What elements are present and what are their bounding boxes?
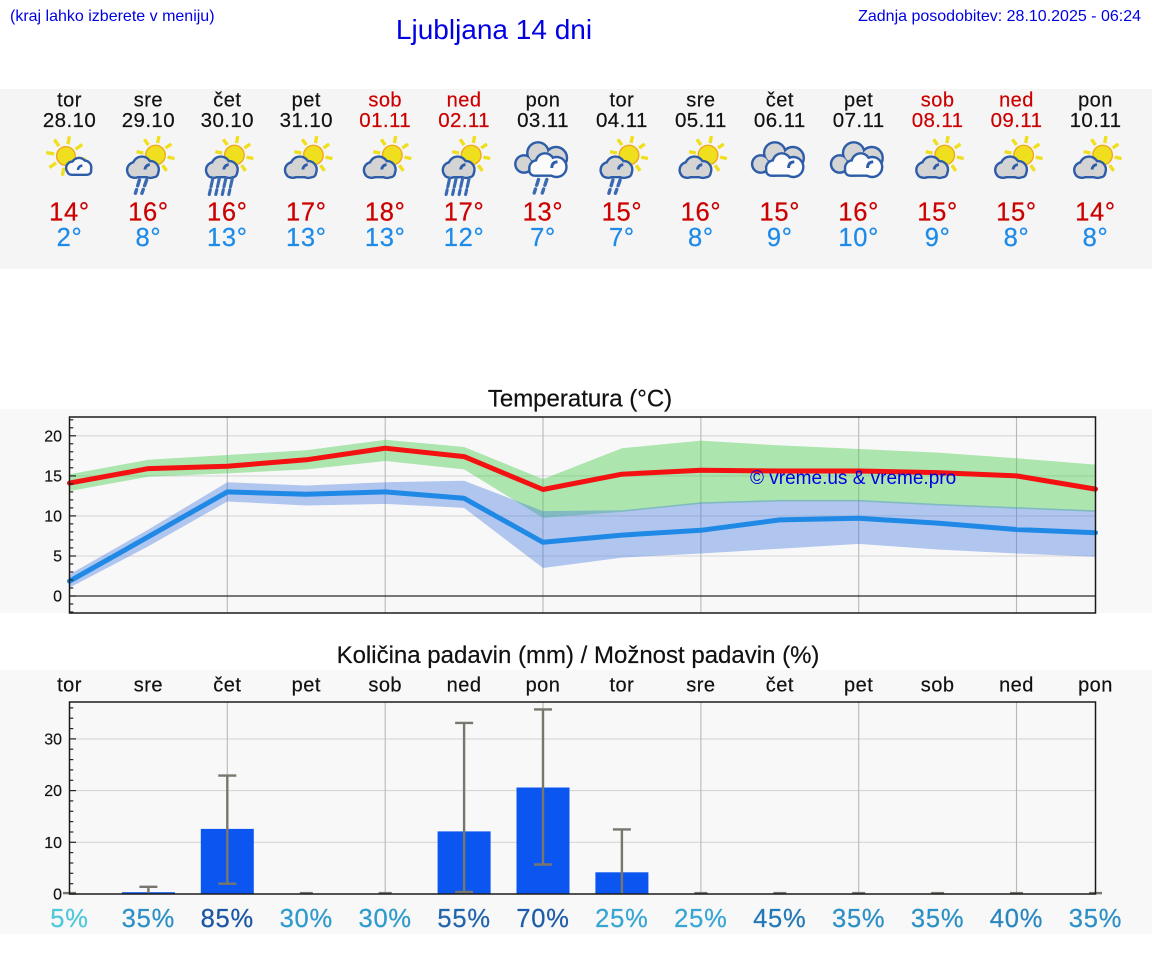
svg-text:16°: 16° — [681, 199, 722, 227]
svg-text:30.10: 30.10 — [201, 109, 254, 132]
svg-text:8°: 8° — [1004, 224, 1030, 252]
svg-text:sob: sob — [368, 675, 402, 697]
svg-text:04.11: 04.11 — [596, 109, 648, 132]
svg-text:12°: 12° — [444, 224, 485, 252]
svg-text:17°: 17° — [286, 199, 327, 227]
svg-text:čet: čet — [213, 675, 241, 697]
svg-text:10: 10 — [44, 508, 62, 525]
svg-text:35%: 35% — [911, 905, 964, 933]
svg-text:55%: 55% — [437, 905, 490, 933]
svg-text:07.11: 07.11 — [833, 109, 885, 132]
svg-text:16°: 16° — [207, 199, 248, 227]
svg-text:03.11: 03.11 — [517, 109, 569, 132]
svg-text:20: 20 — [44, 428, 62, 445]
svg-text:8°: 8° — [1083, 224, 1109, 252]
svg-text:13°: 13° — [286, 224, 327, 252]
svg-text:25%: 25% — [595, 905, 648, 933]
svg-text:sre: sre — [686, 90, 715, 112]
svg-text:17°: 17° — [444, 199, 485, 227]
svg-text:pon: pon — [526, 90, 561, 112]
svg-text:14°: 14° — [1075, 199, 1116, 227]
svg-text:5%: 5% — [50, 905, 88, 933]
svg-text:čet: čet — [766, 675, 794, 697]
svg-text:40%: 40% — [990, 905, 1043, 933]
svg-text:29.10: 29.10 — [122, 109, 175, 132]
svg-text:31.10: 31.10 — [280, 109, 333, 132]
svg-text:Količina padavin (mm) / Možnos: Količina padavin (mm) / Možnost padavin … — [337, 642, 820, 669]
svg-text:13°: 13° — [365, 224, 406, 252]
svg-text:09.11: 09.11 — [991, 109, 1043, 132]
svg-text:15°: 15° — [759, 199, 800, 227]
svg-text:© vreme.us & vreme.pro: © vreme.us & vreme.pro — [750, 468, 956, 489]
svg-text:0: 0 — [53, 887, 62, 904]
svg-text:16°: 16° — [128, 199, 169, 227]
svg-text:pet: pet — [844, 90, 873, 112]
svg-text:35%: 35% — [1069, 905, 1122, 933]
svg-text:35%: 35% — [832, 905, 885, 933]
svg-text:8°: 8° — [136, 224, 162, 252]
svg-text:sre: sre — [134, 675, 163, 697]
svg-text:2°: 2° — [57, 224, 83, 252]
svg-text:10.11: 10.11 — [1070, 109, 1122, 132]
svg-text:pon: pon — [526, 675, 561, 697]
svg-text:9°: 9° — [767, 224, 793, 252]
svg-text:sob: sob — [921, 90, 955, 112]
svg-text:sob: sob — [921, 675, 955, 697]
svg-text:ned: ned — [999, 675, 1034, 697]
svg-text:08.11: 08.11 — [912, 109, 964, 132]
svg-text:(kraj lahko izberete v meniju): (kraj lahko izberete v meniju) — [10, 8, 215, 25]
svg-text:15°: 15° — [602, 199, 643, 227]
svg-text:45%: 45% — [753, 905, 806, 933]
svg-text:8°: 8° — [688, 224, 714, 252]
svg-text:pet: pet — [844, 675, 873, 697]
svg-text:ned: ned — [447, 90, 482, 112]
svg-text:15: 15 — [44, 468, 62, 485]
svg-text:10: 10 — [44, 835, 62, 852]
svg-text:30: 30 — [44, 731, 62, 748]
svg-text:pon: pon — [1078, 90, 1113, 112]
svg-text:Zadnja posodobitev: 28.10.2025: Zadnja posodobitev: 28.10.2025 - 06:24 — [858, 8, 1141, 25]
svg-text:01.11: 01.11 — [359, 109, 411, 132]
svg-text:tor: tor — [609, 90, 634, 112]
svg-text:25%: 25% — [674, 905, 727, 933]
svg-text:tor: tor — [57, 90, 82, 112]
svg-text:čet: čet — [213, 90, 241, 112]
svg-text:0: 0 — [53, 589, 62, 606]
svg-text:ned: ned — [999, 90, 1034, 112]
svg-text:10°: 10° — [838, 224, 879, 252]
svg-text:Temperatura (°C): Temperatura (°C) — [488, 386, 672, 413]
svg-text:sre: sre — [134, 90, 163, 112]
svg-text:06.11: 06.11 — [754, 109, 806, 132]
svg-text:pon: pon — [1078, 675, 1113, 697]
svg-text:28.10: 28.10 — [43, 109, 96, 132]
svg-text:14°: 14° — [49, 199, 90, 227]
svg-text:13°: 13° — [207, 224, 248, 252]
svg-text:70%: 70% — [516, 905, 569, 933]
svg-text:30%: 30% — [280, 905, 333, 933]
svg-text:7°: 7° — [530, 224, 556, 252]
svg-text:35%: 35% — [122, 905, 175, 933]
svg-text:pet: pet — [292, 90, 321, 112]
svg-text:Ljubljana 14 dni: Ljubljana 14 dni — [396, 14, 592, 45]
svg-text:20: 20 — [44, 783, 62, 800]
svg-text:tor: tor — [609, 675, 634, 697]
svg-text:9°: 9° — [925, 224, 951, 252]
svg-text:02.11: 02.11 — [438, 109, 490, 132]
svg-text:13°: 13° — [523, 199, 564, 227]
svg-text:sre: sre — [686, 675, 715, 697]
svg-text:5: 5 — [53, 549, 62, 566]
svg-text:sob: sob — [368, 90, 402, 112]
svg-text:7°: 7° — [609, 224, 635, 252]
svg-text:30%: 30% — [358, 905, 411, 933]
svg-text:pet: pet — [292, 675, 321, 697]
svg-text:18°: 18° — [365, 199, 406, 227]
svg-text:85%: 85% — [201, 905, 254, 933]
svg-text:05.11: 05.11 — [675, 109, 727, 132]
svg-text:15°: 15° — [996, 199, 1037, 227]
svg-text:ned: ned — [447, 675, 482, 697]
svg-text:15°: 15° — [917, 199, 958, 227]
svg-text:tor: tor — [57, 675, 82, 697]
svg-text:16°: 16° — [838, 199, 879, 227]
svg-text:čet: čet — [766, 90, 794, 112]
